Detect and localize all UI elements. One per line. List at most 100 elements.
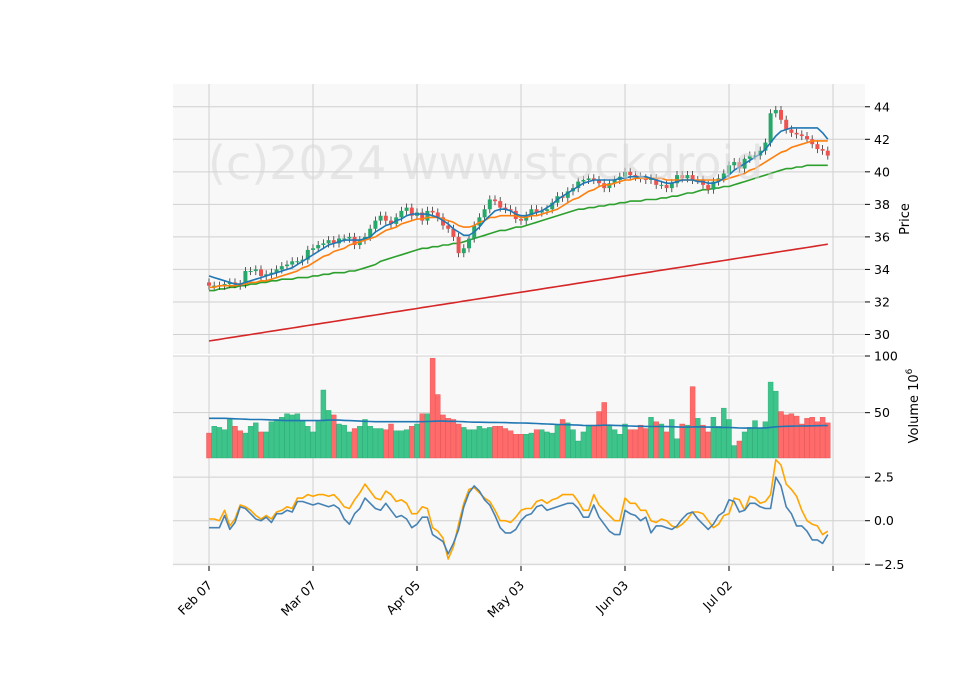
volume-bar [372,428,379,459]
volume-bar [778,411,784,459]
volume-bar [804,418,810,459]
volume-bar [263,431,269,459]
candle-body [763,142,768,151]
candle-body [779,110,783,120]
volume-bar [299,420,306,459]
candle-body [508,209,513,211]
candle-body [342,238,347,240]
candle-body [253,269,258,272]
axis-ticks [208,106,870,571]
volume-bar [211,426,217,459]
y-tick-label: 100 [874,349,898,364]
candle-body [451,228,456,237]
candle-body [628,171,633,176]
volume-bar [445,418,451,459]
candle-body [212,285,217,287]
candle-body [498,201,503,208]
volume-bar [346,431,353,459]
volume-bar [575,440,581,459]
volume-axis-title-text: Volume 10 [907,374,922,443]
candle-body [685,175,690,179]
volume-bar [367,426,373,459]
candle-body [248,271,253,273]
volume-bar [674,438,680,459]
volume-bar [814,421,821,459]
candle-body [207,282,211,286]
candle-body [805,136,809,140]
volume-bar [393,430,399,459]
volume-bar [409,426,415,459]
volume-axis-title: Volume 106 [905,368,922,443]
candle-body [227,282,232,285]
candle-body [607,183,612,189]
candle-body [612,179,617,184]
y-tick-label: 0.0 [874,513,894,528]
candle-body [529,209,534,216]
volume-bar [315,421,321,459]
volume-bar [752,420,758,459]
volume-bar [487,427,493,459]
candle-body [586,178,591,180]
candle-body [825,150,830,156]
volume-bar [351,428,358,459]
x-tick-label: Feb 07 [175,578,215,618]
volume-bar [268,421,275,459]
volume-bar [237,430,243,459]
candle-body [425,210,430,221]
candle-body [316,245,321,249]
volume-bar [591,424,597,459]
candle-body [446,225,451,229]
x-tick-label: Jul 02 [699,578,735,614]
candle-body [581,179,586,182]
volume-bar [471,429,477,459]
volume-bar [622,423,628,459]
volume-bar [507,430,514,459]
volume-bar [481,428,488,459]
volume-bar [429,358,436,459]
candle-body [789,129,794,133]
y-tick-label: 44 [874,99,890,114]
y-tick-label: 38 [874,197,890,212]
volume-bar [502,428,509,459]
y-tick-label: 34 [874,262,890,277]
volume-bar [793,415,800,459]
volume-bar [643,428,649,459]
candle-body [305,249,310,260]
volume-bar [253,422,259,459]
candle-body [550,202,555,210]
candle-body [487,199,492,210]
volume-bar [809,417,815,459]
candle-body [352,236,357,246]
volume-bar [684,424,691,459]
volume-bar [757,428,763,459]
volume-bar [596,411,602,459]
candle-body [482,209,487,218]
volume-bar [258,431,264,459]
candle-body [399,210,404,218]
volume-bar [388,423,394,459]
candle-body [664,184,669,189]
volume-bar [414,423,420,459]
candle-body [383,215,388,221]
volume-bar [310,431,316,459]
volume-ma-line [209,417,828,429]
oscillator-line-1 [209,458,829,560]
y-tick-label: 50 [874,405,890,420]
candle-body [279,266,284,270]
volume-bar [320,389,327,459]
candle-body [409,207,414,216]
volume-bar [383,429,389,459]
volume-bar [611,429,618,459]
volume-bar [279,417,285,459]
x-tick-label: May 03 [484,578,527,621]
volume-bar [705,431,711,459]
ma-fast-line [208,127,829,285]
volume-bar [554,424,561,459]
candle-body [654,178,659,185]
candle-body [773,110,778,114]
candle-body [576,181,581,189]
candle-body [815,144,820,150]
volume-bar [403,429,410,459]
volume-bar [528,432,535,459]
volume-bar [741,431,748,459]
